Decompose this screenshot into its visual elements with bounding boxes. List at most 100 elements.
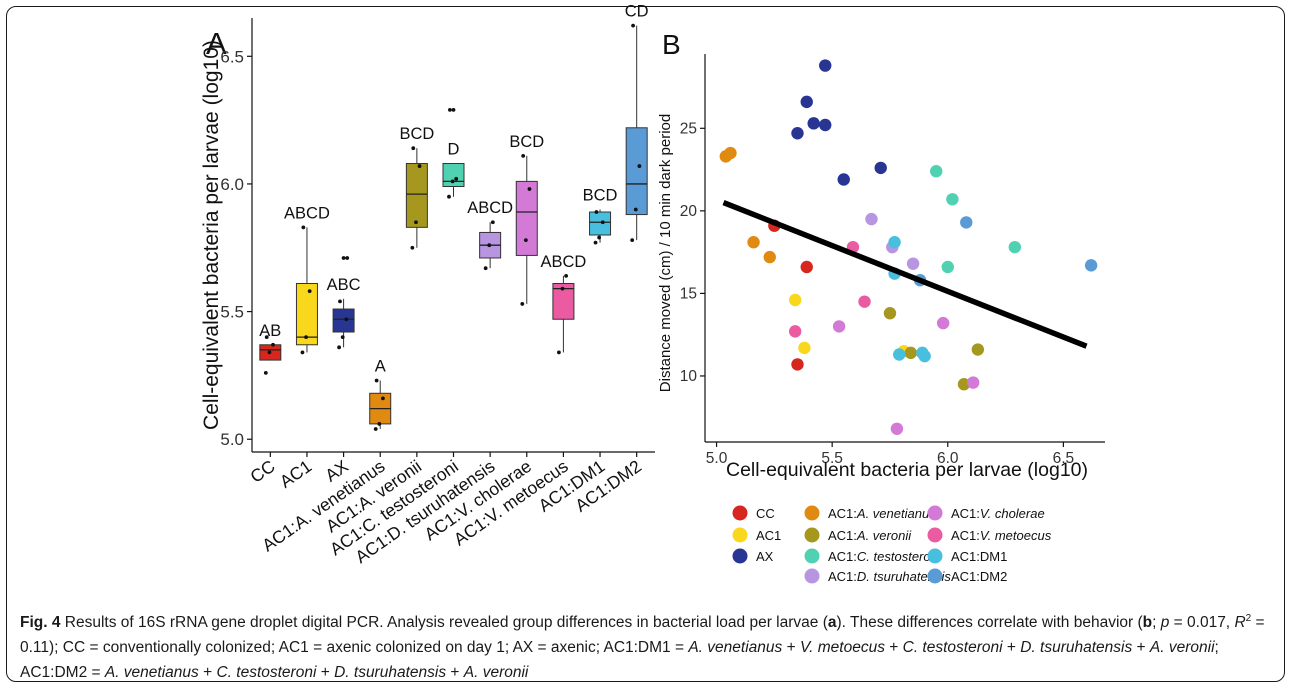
regression-line [722,200,1088,349]
data-point [597,235,602,240]
significance-letters: BCD [509,133,544,151]
legend-swatch [804,568,820,584]
data-point [527,187,532,191]
data-point [344,317,349,322]
legend-label: AC1:DM1 [951,549,1007,564]
y-axis-title-a: Cell-equivalent bacteria per larvae (log… [200,40,223,430]
scatter-point [890,422,904,435]
data-point [483,266,488,271]
y-tick-label-b: 15 [680,285,697,302]
y-tick-label-b: 25 [680,120,697,137]
scatter-point [819,59,832,72]
caption-segment: D. tsuruhatensis [334,664,447,682]
scatter-point [819,118,832,132]
legend-label: AC1 [756,528,781,543]
data-point [631,23,635,28]
data-point [410,245,415,250]
data-point [411,146,416,151]
scatter-point [791,127,804,140]
scatter-point [883,307,897,320]
data-point [307,289,312,294]
scatter-point [906,257,920,270]
data-point [593,240,598,245]
legend-label: AX [756,549,774,564]
data-point [448,108,452,112]
scatter-point [1084,259,1098,272]
data-point [414,220,418,225]
legend-label: CC [756,506,775,521]
series-ac1-dm2 [913,216,1098,287]
scatter-point [904,346,917,360]
y-tick-label-a: 6.0 [220,175,244,194]
scatter-point [936,316,950,330]
x-axis-title-b: Cell-equivalent bacteria per larvae (log… [726,459,1088,481]
significance-letters: BCD [583,186,618,204]
legend-label: AC1:DM2 [951,569,1007,584]
y-tick-label-a: 5.5 [220,303,244,322]
scatter-point [930,165,943,178]
legend-swatch [732,505,748,521]
data-point [345,256,350,260]
significance-letters: BCD [399,125,434,143]
caption-segment: R [1234,614,1246,632]
scatter-point [971,343,985,356]
data-point [451,108,456,112]
y-tick-label-b: 10 [680,368,698,385]
data-point [560,286,565,291]
data-point [341,256,346,260]
y-tick-label-a: 6.5 [220,47,244,66]
caption-segment: A. veronii [1149,639,1215,657]
scatter-point [1008,240,1022,254]
x-tick-label-b: 6.0 [937,450,959,467]
legend-swatch [927,548,943,564]
y-tick-label-a: 5.0 [220,430,244,449]
scatter-point [858,295,871,308]
series-ac1-a-venetianus [719,146,776,264]
data-point [564,273,569,278]
data-point [264,335,269,340]
data-point [633,207,638,212]
significance-letters: CD [625,3,649,21]
box [332,308,355,333]
legend-label: AC1:A. venetianus [828,506,936,521]
data-point [337,345,341,350]
scatter-point [747,236,760,249]
caption-segment: A. veronii [463,664,529,682]
caption-segment: A. venetianus [688,639,783,657]
scatter-point [788,325,802,338]
caption-segment: C. testosteroni [902,639,1003,657]
caption-segment: + [782,639,800,657]
caption-segment: + [316,664,335,682]
data-point [600,220,605,225]
caption-segment: V. metoecus [799,639,885,657]
y-tick-label-b: 20 [680,203,698,220]
legend-label: AC1:V. metoecus [951,528,1052,543]
box [515,180,538,256]
data-point [557,350,561,355]
legend-swatch [732,548,748,564]
scatter-point [941,260,954,274]
caption-segment: A. venetianus [104,664,199,682]
caption-segment: + [198,664,217,682]
figure-frame [6,6,1285,682]
scatter-point [874,161,887,175]
caption-segment: C. testosteroni [216,664,317,682]
series-ac1-v-cholerae [832,316,980,435]
scatter-point [763,250,776,264]
legend-swatch [804,527,820,543]
box [625,127,648,216]
significance-letters: AB [259,322,281,340]
caption-segment: ). These differences correlate with beha… [836,614,1143,632]
scatter-point [807,117,820,130]
scatter-point [957,378,971,391]
scatter-point [800,95,813,109]
data-point [300,350,305,355]
significance-letters: ABCD [467,199,513,217]
x-tick-label-b: 5.0 [706,450,728,467]
significance-letters: ABCD [284,204,330,222]
data-point [381,396,385,401]
scatter-point [800,260,813,274]
significance-letters: ABCD [540,253,586,271]
